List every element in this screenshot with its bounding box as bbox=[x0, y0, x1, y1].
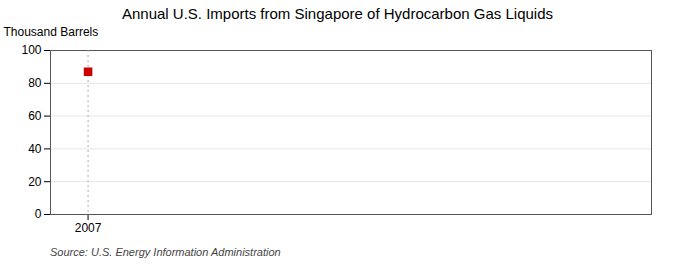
svg-text:2007: 2007 bbox=[75, 221, 102, 235]
svg-text:0: 0 bbox=[35, 207, 42, 221]
svg-text:Thousand Barrels: Thousand Barrels bbox=[4, 25, 99, 39]
html-text:Annual U.S. Imports from Singa: Annual U.S. Imports from Singapore of Hy… bbox=[122, 5, 553, 22]
html-text:Source: U.S. Energy Informatio: Source: U.S. Energy Information Administ… bbox=[50, 246, 281, 258]
svg-text:40: 40 bbox=[28, 142, 42, 156]
svg-text:20: 20 bbox=[28, 175, 42, 189]
svg-text:100: 100 bbox=[21, 43, 41, 57]
svg-text:60: 60 bbox=[28, 109, 42, 123]
svg-text:80: 80 bbox=[28, 76, 42, 90]
